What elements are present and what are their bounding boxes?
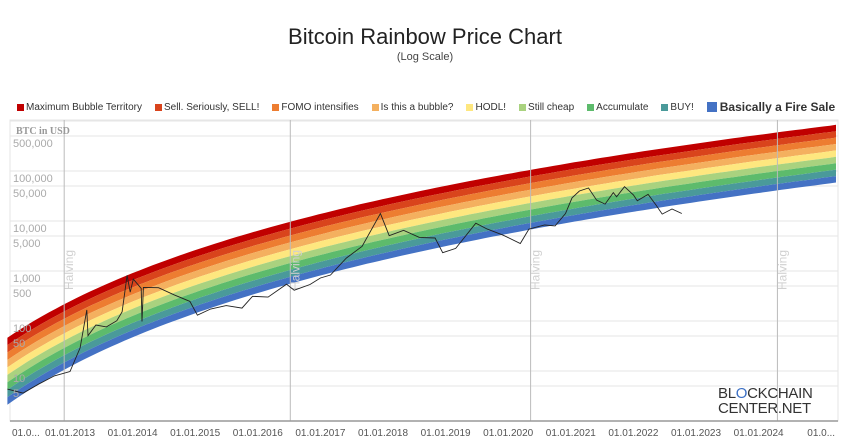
x-tick-label: 01.01.2016: [233, 428, 283, 439]
x-tick-label: 01.01.2023: [671, 428, 721, 439]
y-tick-label: 50,000: [13, 188, 47, 200]
chart-subtitle: (Log Scale): [396, 51, 454, 63]
legend-swatch: [587, 103, 595, 111]
legend: Maximum Bubble Territory Sell. Seriously,…: [17, 100, 848, 114]
legend-swatch: [272, 103, 280, 111]
legend-item[interactable]: Sell. Seriously, SELL!: [154, 101, 260, 113]
x-tick-label: 01.01.2018: [358, 428, 408, 439]
legend-label: Sell. Seriously, SELL!: [163, 101, 260, 113]
halving-label: Halving: [529, 250, 543, 290]
legend-label: Still cheap: [528, 101, 575, 113]
y-tick-label: 100: [13, 323, 31, 335]
legend-label: Accumulate: [596, 101, 649, 113]
x-tick-label: 01.0...: [12, 428, 40, 439]
legend-item[interactable]: HODL!: [466, 102, 506, 113]
legend-item[interactable]: FOMO intensifies: [272, 101, 359, 113]
y-tick-label: 100,000: [13, 173, 53, 185]
legend-item[interactable]: BUY!: [661, 101, 694, 113]
x-tick-label: 01.01.2014: [108, 428, 158, 439]
legend-swatch: [154, 103, 162, 111]
x-tick-label: 01.01.2024: [734, 428, 784, 439]
legend-item[interactable]: Maximum Bubble Territory: [17, 102, 142, 113]
y-tick-label: 1,000: [13, 273, 41, 285]
y-tick-label: 5,000: [13, 238, 41, 250]
y-tick-label: 500: [13, 288, 31, 300]
halving-label: Halving: [288, 250, 302, 290]
legend-swatch: [17, 103, 24, 111]
y-tick-label: 50: [13, 338, 25, 350]
y-tick-label: 10,000: [13, 223, 47, 235]
chart-title: Bitcoin Rainbow Price Chart: [288, 24, 562, 49]
x-tick-label: 01.01.2015: [170, 428, 220, 439]
legend-swatch: [371, 103, 379, 111]
price-line: [7, 186, 682, 394]
legend-label: HODL!: [475, 101, 507, 113]
y-tick-label: 10: [13, 373, 25, 385]
legend-label: Basically a Fire Sale: [719, 100, 836, 114]
legend-item[interactable]: Is this a bubble?: [371, 101, 454, 113]
legend-label: BUY!: [670, 101, 694, 113]
legend-swatch: [706, 102, 717, 112]
x-tick-label: 01.01.2020: [483, 428, 533, 439]
x-tick-label: 01.0...: [807, 428, 835, 439]
legend-label: Is this a bubble?: [380, 101, 454, 113]
legend-label: Maximum Bubble Territory: [26, 101, 142, 113]
x-tick-label: 01.01.2022: [608, 428, 658, 439]
x-tick-label: 01.01.2013: [45, 428, 95, 439]
legend-item[interactable]: Basically a Fire Sale: [706, 100, 836, 114]
legend-swatch: [519, 103, 527, 111]
legend-swatch: [466, 103, 474, 111]
y-axis-title: BTC in USD: [16, 126, 70, 137]
legend-label: FOMO intensifies: [281, 101, 359, 113]
x-tick-label: 01.01.2017: [295, 428, 345, 439]
legend-item[interactable]: Still cheap: [519, 102, 574, 113]
legend-item[interactable]: Accumulate: [587, 102, 648, 113]
legend-swatch: [661, 103, 669, 111]
x-tick-label: 01.01.2019: [421, 428, 471, 439]
blockchaincenter-logo: BLOCKCHAIN CENTER.NET: [718, 385, 813, 417]
halving-label: Halving: [775, 250, 789, 290]
halving-label: Halving: [62, 250, 76, 290]
x-tick-label: 01.01.2021: [546, 428, 596, 439]
y-tick-label: 500,000: [13, 138, 53, 150]
y-tick-label: 5: [13, 388, 19, 400]
